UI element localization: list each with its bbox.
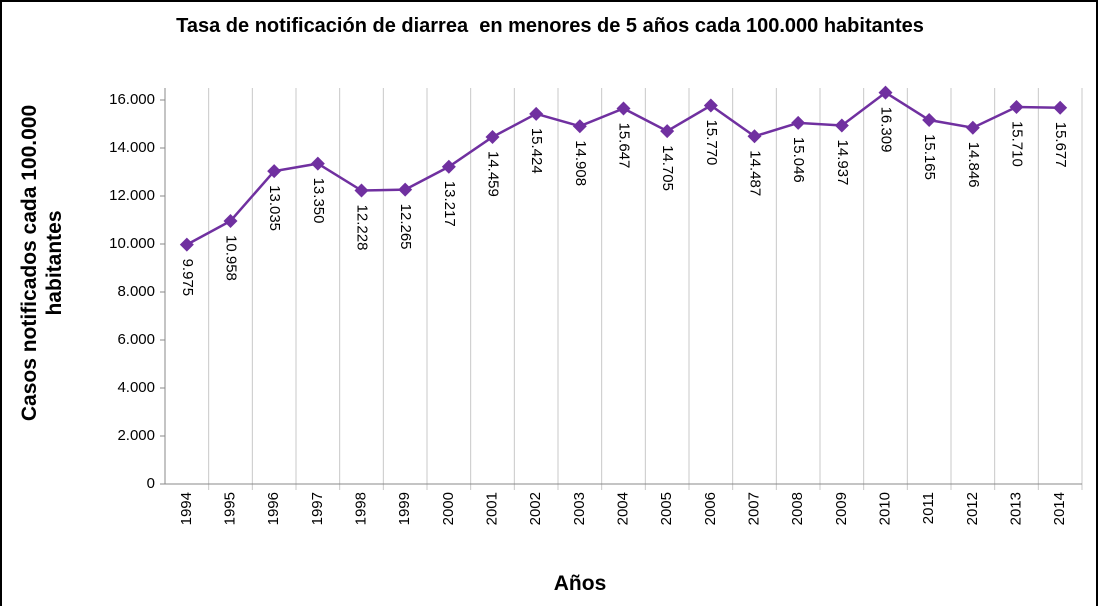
data-label: 15.046 (790, 137, 807, 183)
marker (1053, 100, 1068, 115)
marker (616, 101, 631, 116)
marker (572, 119, 587, 134)
data-label: 14.459 (485, 151, 502, 197)
y-tick-label: 10.000 (109, 235, 155, 252)
marker (267, 164, 282, 179)
marker (834, 118, 849, 133)
marker (398, 182, 413, 197)
marker (529, 106, 544, 121)
y-axis-title: Casos notificados cada 100.000 habitante… (18, 104, 66, 422)
marker (441, 159, 456, 174)
x-tick-label: 2006 (702, 492, 719, 525)
y-tick-label: 12.000 (109, 187, 155, 204)
marker (791, 115, 806, 130)
x-tick-label: 2003 (571, 492, 588, 525)
chart-title: Tasa de notificación de diarrea en menor… (176, 15, 924, 37)
data-label: 12.265 (397, 204, 414, 250)
y-tick-label: 0 (147, 475, 155, 492)
data-label: 10.958 (223, 235, 240, 281)
marker (747, 129, 762, 144)
x-tick-label: 2004 (614, 492, 631, 525)
data-label: 9.975 (179, 259, 196, 297)
data-label: 15.424 (528, 128, 545, 174)
data-label: 15.647 (616, 122, 633, 168)
x-tick-label: 2010 (876, 492, 893, 525)
marker (660, 124, 675, 139)
y-tick-label: 4.000 (117, 379, 155, 396)
y-tick-label: 8.000 (117, 283, 155, 300)
x-tick-label: 1994 (178, 492, 195, 525)
x-tick-label: 2013 (1007, 492, 1024, 525)
x-tick-label: 2014 (1051, 492, 1068, 525)
data-label: 13.217 (441, 181, 458, 227)
x-tick-label: 1997 (309, 492, 326, 525)
marker (922, 113, 937, 128)
data-label: 12.228 (354, 205, 371, 251)
data-label: 15.677 (1052, 122, 1069, 168)
marker (485, 129, 500, 144)
marker (223, 214, 238, 229)
x-tick-label: 2012 (964, 492, 981, 525)
data-label: 14.846 (965, 142, 982, 188)
marker (1009, 99, 1024, 114)
y-tick-label: 16.000 (109, 91, 155, 108)
data-label: 14.705 (659, 145, 676, 191)
x-tick-label: 1995 (221, 492, 238, 525)
marker (179, 237, 194, 252)
marker (965, 120, 980, 135)
y-tick-label: 14.000 (109, 139, 155, 156)
x-tick-label: 2011 (920, 492, 937, 524)
data-label: 14.937 (834, 140, 851, 186)
data-label: 15.770 (703, 120, 720, 166)
marker (703, 98, 718, 113)
marker (310, 156, 325, 171)
y-tick-label: 2.000 (117, 427, 155, 444)
x-tick-label: 2009 (833, 492, 850, 525)
x-tick-label: 2000 (440, 492, 457, 525)
x-axis-title: Años (553, 572, 607, 595)
marker (878, 85, 893, 100)
data-label: 13.035 (266, 185, 283, 231)
marker (354, 183, 369, 198)
data-label: 14.487 (747, 150, 764, 196)
x-tick-label: 1998 (352, 492, 369, 525)
data-label: 14.908 (572, 140, 589, 186)
x-tick-label: 2001 (483, 492, 500, 525)
data-label: 15.710 (1009, 121, 1026, 167)
y-tick-label: 6.000 (117, 331, 155, 348)
x-tick-label: 2008 (789, 492, 806, 525)
x-tick-label: 2007 (745, 492, 762, 525)
data-label: 15.165 (921, 134, 938, 180)
x-tick-label: 2005 (658, 492, 675, 525)
x-tick-label: 1996 (265, 492, 282, 525)
data-label: 13.350 (310, 178, 327, 224)
x-tick-label: 2002 (527, 492, 544, 525)
data-label: 16.309 (878, 107, 895, 153)
x-tick-label: 1999 (396, 492, 413, 525)
